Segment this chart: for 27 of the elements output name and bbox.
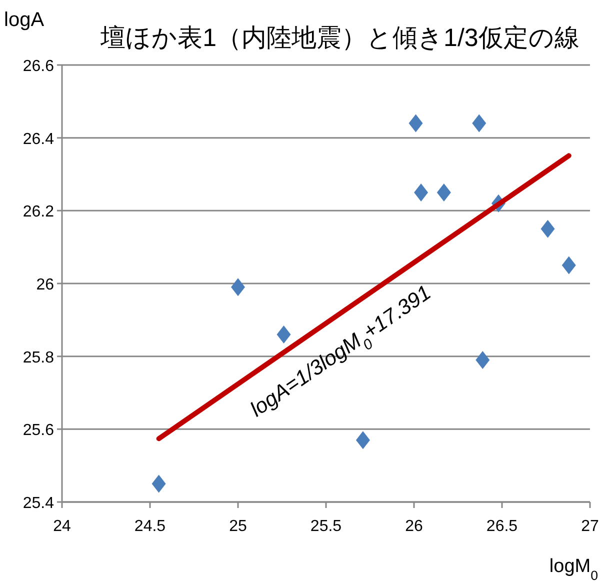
x-tick-label: 25.5	[310, 518, 342, 535]
point	[408, 114, 423, 132]
chart-title: 壇ほか表1（内陸地震）と傾き1/3仮定の線	[100, 24, 580, 52]
x-tick-label: 27	[581, 518, 599, 535]
point	[472, 114, 486, 132]
x-tick-label: 25	[229, 518, 247, 535]
y-tick-label: 25.8	[22, 349, 54, 366]
point	[356, 431, 370, 450]
point	[436, 183, 451, 202]
x-tick-label: 26	[405, 518, 423, 535]
y-tick-label: 25.6	[22, 422, 54, 440]
point	[476, 350, 490, 369]
y-tick-label: 25.4	[22, 495, 54, 512]
point	[152, 474, 166, 493]
point	[562, 256, 576, 274]
y-tick-label: 26	[36, 276, 54, 294]
point	[414, 183, 428, 202]
y-axis-title: logA	[4, 9, 45, 31]
point	[540, 220, 555, 238]
y-tick-label: 26.4	[22, 130, 54, 148]
x-axis-title: logM$_{0}$	[549, 556, 598, 582]
point	[231, 278, 245, 296]
x-tick-label: 24	[53, 518, 71, 535]
y-tick-label: 26.6	[22, 58, 54, 75]
y-tick-label: 26.2	[22, 204, 54, 221]
x-tick-label: 24.5	[134, 518, 166, 535]
x-tick-label: 26.5	[486, 518, 518, 535]
